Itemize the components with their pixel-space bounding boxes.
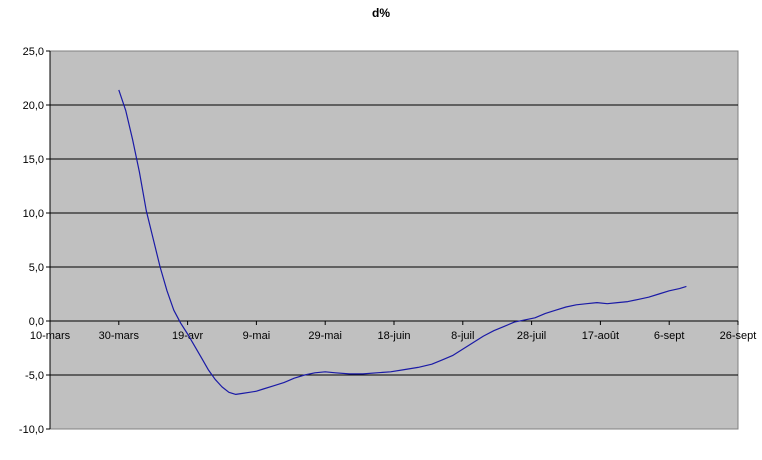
x-axis: 10-mars 30-mars 19-avr 9-mai 29-mai 18-juin 8-… [30,320,757,342]
y-tick-label: 25,0 [23,46,44,58]
y-axis: 25,0 20,0 15,0 10,0 5,0 0,0 -5,0 -10,0 [19,46,51,436]
y-tick-label: -5,0 [25,370,44,382]
y-tick-label: -10,0 [19,424,44,436]
x-tick-label: 26-sept [720,330,757,342]
y-tick-label: 20,0 [23,100,44,112]
chart-title: d% [372,6,390,20]
y-tick-label: 5,0 [29,262,44,274]
x-tick-label: 8-juil [451,330,474,342]
x-tick-label: 19-avr [172,330,204,342]
x-tick-label: 18-juin [377,330,410,342]
x-tick-label: 10-mars [30,330,71,342]
y-tick-label: 0,0 [29,316,44,328]
series-line [118,89,687,395]
plot-area [49,50,739,430]
x-tick-label: 6-sept [654,330,685,342]
y-tick-label: 10,0 [23,208,44,220]
x-tick-label: 17-août [582,330,619,342]
x-tick-label: 28-juil [517,330,546,342]
y-tick-label: 15,0 [23,154,44,166]
x-tick-label: 9-mai [243,330,271,342]
x-tick-label: 30-mars [99,330,140,342]
x-tick-label: 29-mai [308,330,342,342]
